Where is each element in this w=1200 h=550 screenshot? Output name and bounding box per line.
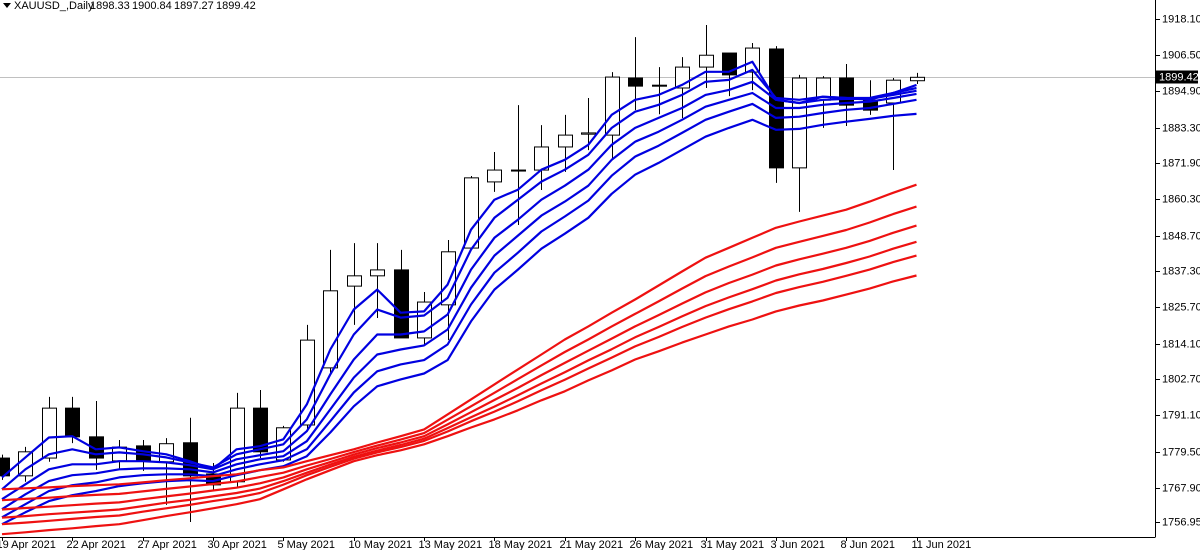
candle-up xyxy=(699,54,714,68)
y-tick-label: 1883.30 xyxy=(1162,122,1200,134)
y-tick-label: 1848.70 xyxy=(1162,230,1200,242)
candle-up xyxy=(300,339,315,426)
candle-up xyxy=(511,169,526,172)
price-label: 1899.42 xyxy=(1159,71,1199,83)
candle-up xyxy=(581,132,596,135)
moving-average-line xyxy=(1,240,917,519)
x-tick-label: 22 Apr 2021 xyxy=(67,539,126,550)
header: XAUUSD_,Daily 1898.33 1900.84 1897.27 18… xyxy=(3,0,256,12)
moving-average-line xyxy=(1,205,917,502)
header-close: 1899.42 xyxy=(216,0,256,12)
header-low: 1897.27 xyxy=(174,0,214,12)
candle-down xyxy=(253,407,268,453)
x-tick-label: 3 Jun 2021 xyxy=(771,539,825,550)
candle-up xyxy=(323,290,338,369)
x-tick-label: 10 May 2021 xyxy=(349,539,413,550)
y-tick-label: 1791.10 xyxy=(1162,409,1200,421)
moving-average-line xyxy=(1,224,917,511)
x-tick-label: 19 Apr 2021 xyxy=(0,539,56,550)
candle-up xyxy=(910,76,925,82)
moving-average-line xyxy=(1,254,917,526)
moving-average-line xyxy=(1,80,917,501)
y-tick-label: 1825.70 xyxy=(1162,301,1200,313)
symbol-title: XAUUSD_,Daily xyxy=(14,0,94,12)
candle-up xyxy=(441,251,456,306)
header-open: 1898.33 xyxy=(90,0,130,12)
header-high: 1900.84 xyxy=(132,0,172,12)
candle-up xyxy=(558,134,573,148)
x-tick-label: 13 May 2021 xyxy=(419,539,483,550)
x-tick-label: 21 May 2021 xyxy=(560,539,624,550)
moving-average-line xyxy=(1,68,917,491)
x-tick-label: 8 Jun 2021 xyxy=(841,539,895,550)
candle-up xyxy=(370,269,385,277)
candle-up xyxy=(347,275,362,287)
y-tick-label: 1860.30 xyxy=(1162,193,1200,205)
price-label-box xyxy=(1156,70,1198,84)
x-tick-label: 27 Apr 2021 xyxy=(138,539,197,550)
candle-down xyxy=(65,407,80,438)
y-tick-label: 1894.90 xyxy=(1162,85,1200,97)
candle-up xyxy=(605,76,620,136)
candle-down xyxy=(839,77,854,106)
x-tick-label: 18 May 2021 xyxy=(489,539,553,550)
moving-average-line xyxy=(1,60,917,479)
x-tick-label: 26 May 2021 xyxy=(630,539,694,550)
y-tick-label: 1837.30 xyxy=(1162,265,1200,277)
y-tick-label: 1802.70 xyxy=(1162,373,1200,385)
candle-down xyxy=(628,77,643,87)
y-tick-label: 1756.95 xyxy=(1162,516,1200,528)
x-tick-label: 30 Apr 2021 xyxy=(208,539,267,550)
y-tick-label: 1779.50 xyxy=(1162,446,1200,458)
moving-average-line xyxy=(1,274,917,536)
y-tick-label: 1871.90 xyxy=(1162,157,1200,169)
x-tick-label: 31 May 2021 xyxy=(701,539,765,550)
moving-average-line xyxy=(1,91,917,511)
plot-area xyxy=(0,24,1155,536)
candle-up xyxy=(487,169,502,183)
candle-up xyxy=(42,407,57,459)
candle-down xyxy=(394,269,409,339)
axes: 1918.10 1906.50 1894.90 1883.30 1871.90 1860.… xyxy=(0,13,1200,550)
y-tick-label: 1906.50 xyxy=(1162,49,1200,61)
y-tick-label: 1918.10 xyxy=(1162,13,1200,25)
y-tick-label: 1767.90 xyxy=(1162,482,1200,494)
candle-up xyxy=(792,77,807,169)
y-tick-label: 1814.10 xyxy=(1162,338,1200,350)
candle-down xyxy=(652,84,667,87)
x-tick-label: 5 May 2021 xyxy=(278,539,335,550)
header-icon xyxy=(3,3,11,8)
moving-average-line xyxy=(1,98,917,519)
moving-average-line xyxy=(1,183,917,491)
x-tick-label: 11 Jun 2021 xyxy=(912,539,972,550)
